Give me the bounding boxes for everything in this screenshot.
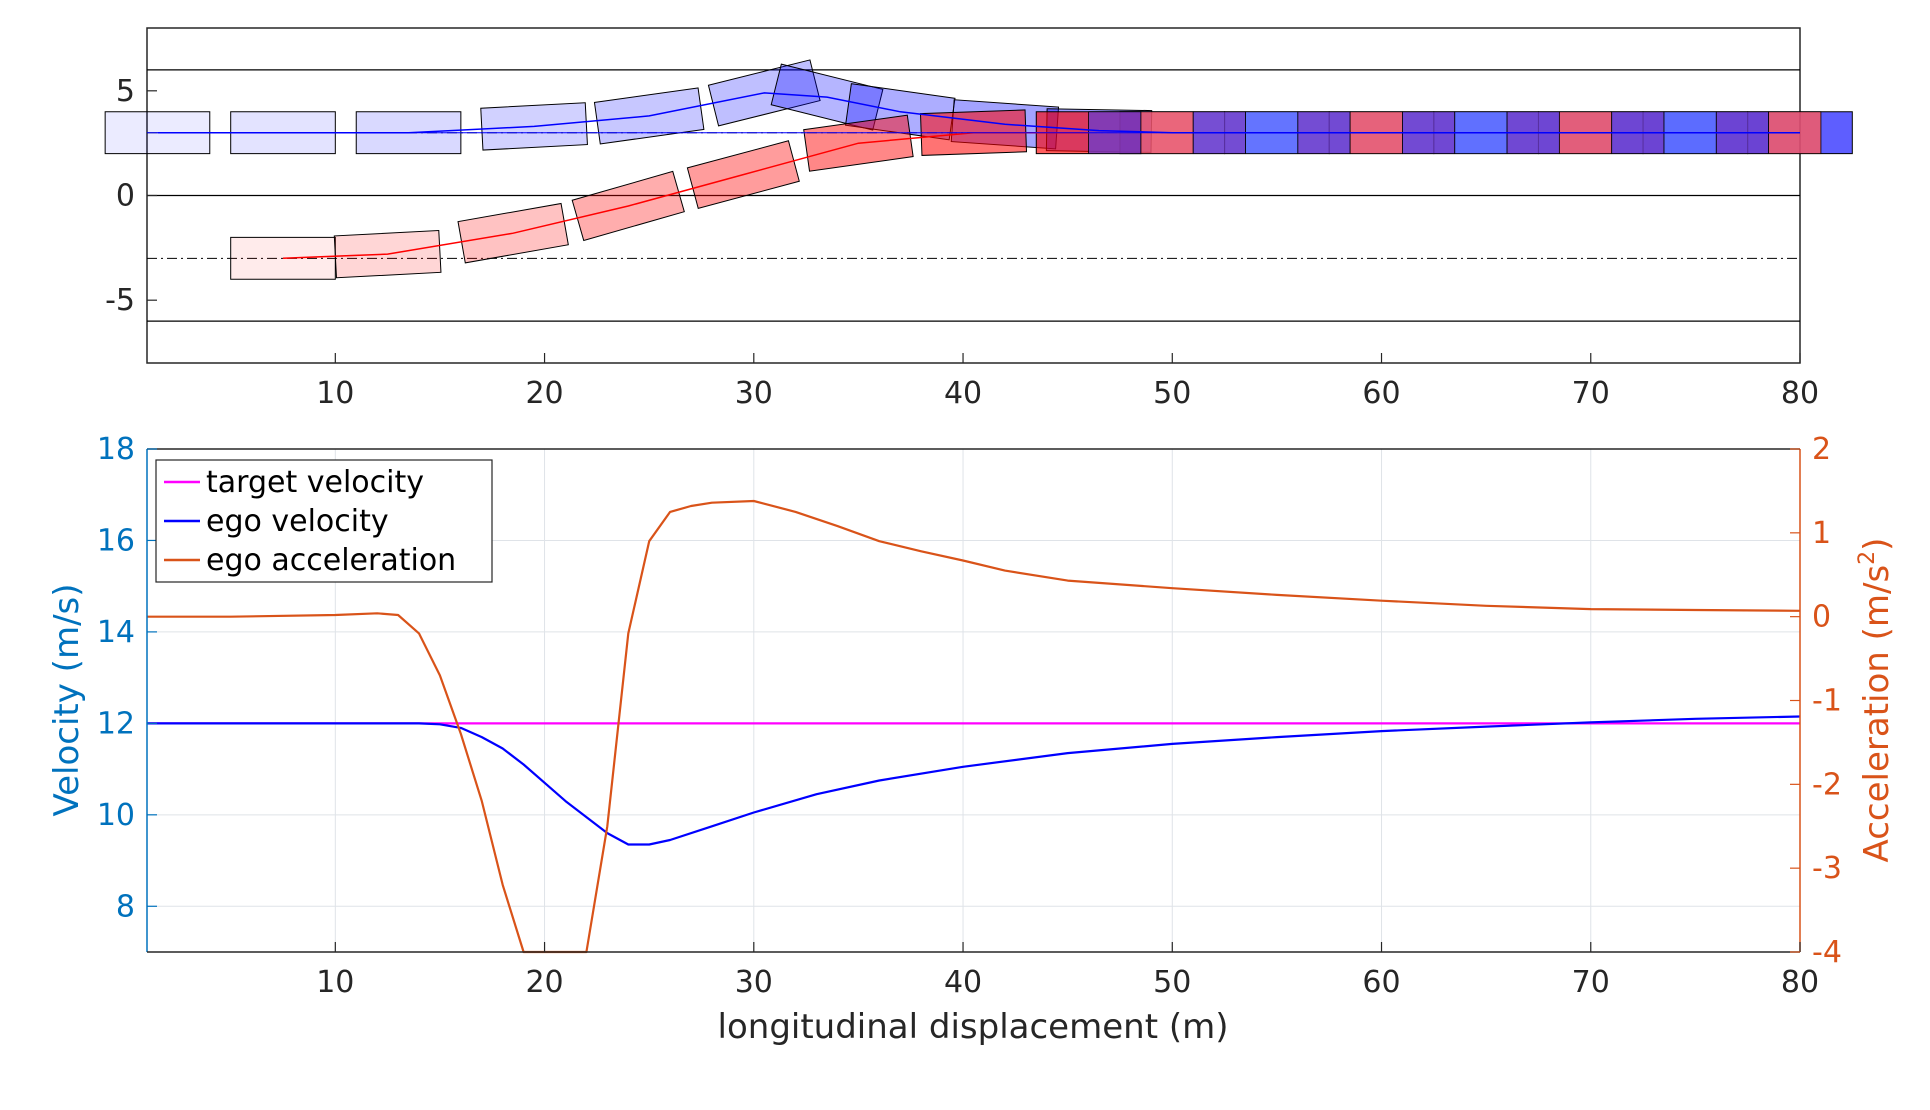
right-y-tick-label: 1 [1812, 516, 1831, 551]
left-y-tick-label: 14 [97, 615, 135, 650]
x-tick-label: 40 [944, 376, 982, 411]
x-tick-label: 80 [1781, 965, 1819, 1000]
right-y-axis-label-superscript: 2 [1855, 551, 1880, 565]
right-y-tick-label: -2 [1812, 767, 1842, 802]
trajectory-x-ticks: 10 20 30 40 50 60 70 80 [316, 353, 1819, 411]
y-tick-label: 5 [116, 74, 135, 109]
x-tick-label: 60 [1362, 965, 1400, 1000]
right-y-axis-label-end: ) [1857, 538, 1897, 551]
x-tick-label: 60 [1362, 376, 1400, 411]
left-y-axis-ticks: 18 16 14 12 10 8 [97, 432, 157, 924]
vehicle-paths [147, 92, 1800, 260]
left-y-tick-label: 16 [97, 523, 135, 558]
x-tick-label: 20 [525, 965, 563, 1000]
left-y-tick-label: 8 [116, 889, 135, 924]
x-tick-label: 80 [1781, 376, 1819, 411]
x-tick-label: 50 [1153, 376, 1191, 411]
x-tick-label: 10 [316, 965, 354, 1000]
legend: target velocity ego velocity ego accelerat… [155, 459, 493, 583]
x-tick-label: 10 [316, 376, 354, 411]
x-tick-label: 30 [735, 965, 773, 1000]
right-y-tick-label: -1 [1812, 684, 1842, 719]
legend-label-0: target velocity [206, 465, 424, 500]
x-tick-label: 50 [1153, 965, 1191, 1000]
x-tick-label: 30 [735, 376, 773, 411]
right-y-axis-ticks: 2 1 0 -1 -2 -3 -4 [1790, 432, 1842, 970]
series-lines [147, 499, 1801, 954]
right-y-tick-label: -3 [1812, 851, 1842, 886]
vehicle-path-1 [282, 131, 1089, 260]
series-line-2 [147, 499, 1801, 954]
x-tick-label: 40 [944, 965, 982, 1000]
x-tick-label: 20 [525, 376, 563, 411]
x-tick-label: 70 [1572, 376, 1610, 411]
legend-label-1: ego velocity [206, 504, 389, 539]
series-line-1 [147, 715, 1801, 846]
left-y-tick-label: 10 [97, 798, 135, 833]
x-axis-ticks: 10 20 30 40 50 60 70 80 [316, 942, 1819, 1000]
right-y-tick-label: 2 [1812, 432, 1831, 467]
legend-label-2: ego acceleration [206, 543, 456, 578]
y-tick-label: -5 [105, 283, 135, 318]
x-tick-label: 70 [1572, 965, 1610, 1000]
right-y-tick-label: -4 [1812, 935, 1842, 970]
x-axis-label: longitudinal displacement (m) [718, 1007, 1229, 1047]
left-y-axis-label: Velocity (m/s) [47, 583, 87, 816]
right-y-tick-label: 0 [1812, 600, 1831, 635]
trajectory-y-ticks: 5 0 -5 [105, 74, 157, 318]
legend-box [155, 459, 493, 583]
y-tick-label: 0 [116, 179, 135, 214]
right-y-axis-label-base: Acceleration (m/s [1857, 565, 1897, 863]
left-y-tick-label: 12 [97, 706, 135, 741]
trajectory-plot: 10 20 30 40 50 60 70 80 50-5 [104, 27, 1853, 411]
left-y-tick-label: 18 [97, 432, 135, 467]
right-y-axis-label: Acceleration (m/s2) [1855, 538, 1897, 863]
